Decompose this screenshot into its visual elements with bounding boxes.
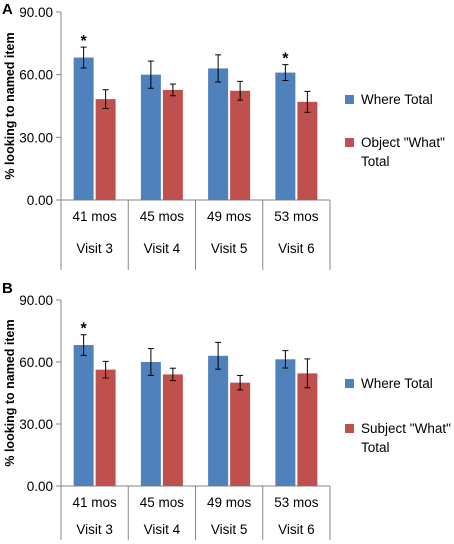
x-tick-label: 49 mos: [207, 495, 252, 510]
bar-series-2: [230, 382, 251, 486]
y-tick-label: 30.00: [19, 130, 53, 145]
chart-panel-a: A 0.00 30.00 60.00 90.00% looking to named i…: [2, 1, 445, 270]
x-tick-label: 49 mos: [207, 209, 252, 224]
bar-series-2: [230, 90, 251, 200]
significance-marker: *: [81, 33, 88, 50]
bar-series-1: [140, 74, 161, 200]
y-tick-label: 60.00: [19, 355, 53, 370]
x-tick-label: 45 mos: [140, 495, 185, 510]
bar-series-1: [208, 355, 229, 486]
x-group-label: Visit 6: [278, 241, 315, 256]
bar-series-2: [95, 99, 116, 200]
bar-series-2: [162, 374, 183, 486]
legend-label: Total: [361, 440, 390, 455]
legend-swatch-1: [345, 95, 354, 104]
panel-label: A: [2, 1, 13, 18]
legend-label: Total: [361, 154, 390, 169]
y-tick-label: 90.00: [19, 5, 53, 20]
y-tick-label: 0.00: [27, 193, 53, 208]
legend-label: Subject "What": [361, 421, 451, 436]
y-axis-title: % looking to named item: [3, 319, 17, 466]
legend-label: Object "What": [361, 135, 445, 150]
x-tick-label: 41 mos: [72, 209, 117, 224]
bar-series-1: [275, 359, 296, 486]
y-axis-title: % looking to named item: [3, 32, 17, 179]
legend-swatch-2: [345, 424, 354, 433]
bar-series-1: [208, 68, 229, 201]
x-tick-label: 45 mos: [140, 209, 185, 224]
x-tick-label: 53 mos: [274, 495, 319, 510]
x-group-label: Visit 3: [76, 522, 113, 537]
legend-swatch-2: [345, 138, 354, 147]
x-group-label: Visit 3: [76, 241, 113, 256]
x-group-label: Visit 6: [278, 522, 315, 537]
legend: Where Total Object "What" Total: [345, 92, 445, 169]
bar-series-2: [95, 369, 116, 486]
y-tick-label: 0.00: [27, 479, 53, 494]
chart-panel-b: B 0.00 30.00 60.00 90.00% looking to named i…: [2, 280, 451, 540]
bar-series-1: [73, 345, 94, 486]
x-tick-label: 53 mos: [274, 209, 319, 224]
bar-series-2: [297, 101, 318, 200]
bar-series-1: [73, 57, 94, 200]
y-tick-label: 30.00: [19, 417, 53, 432]
significance-marker: *: [81, 321, 88, 338]
x-group-label: Visit 5: [211, 522, 248, 537]
bar-series-2: [297, 373, 318, 486]
panel-label: B: [2, 280, 13, 297]
x-tick-label: 41 mos: [72, 495, 117, 510]
y-tick-label: 60.00: [19, 68, 53, 83]
legend: Where Total Subject "What" Total: [345, 376, 451, 455]
bar-series-2: [162, 89, 183, 200]
significance-marker: *: [282, 51, 289, 68]
legend-label: Where Total: [361, 376, 433, 391]
legend-label: Where Total: [361, 92, 433, 107]
bar-series-1: [275, 72, 296, 200]
x-group-label: Visit 4: [144, 522, 181, 537]
legend-swatch-1: [345, 379, 354, 388]
y-tick-label: 90.00: [19, 293, 53, 308]
x-group-label: Visit 5: [211, 241, 248, 256]
x-group-label: Visit 4: [144, 241, 181, 256]
bar-series-1: [140, 362, 161, 486]
